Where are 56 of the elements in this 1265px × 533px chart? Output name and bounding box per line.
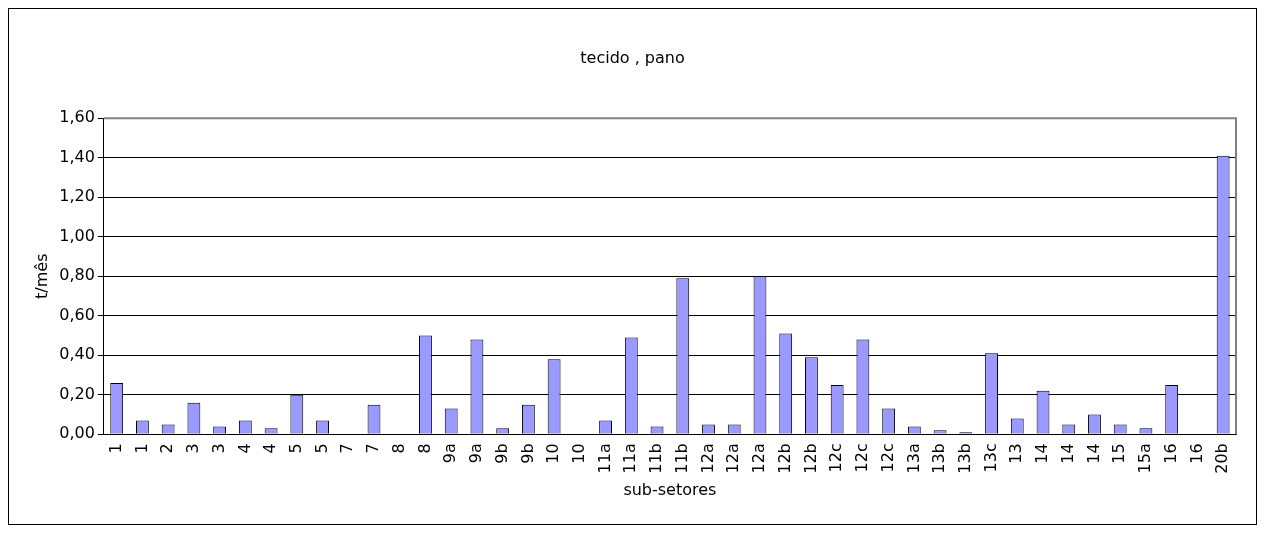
x-tick-label: 5 — [311, 443, 331, 454]
y-tick-label: 1,60 — [59, 107, 95, 127]
x-tick-label: 20b — [1212, 443, 1232, 474]
x-tick-label: 10 — [569, 443, 589, 464]
x-tick-label: 3 — [208, 443, 228, 454]
x-tick-label: 11b — [646, 443, 666, 474]
x-tick-label: 1 — [105, 443, 125, 454]
x-tick-label: 13b — [954, 443, 974, 474]
x-tick-label: 8 — [388, 443, 408, 454]
x-tick-label: 13a — [903, 443, 923, 474]
x-tick-label: 9a — [466, 443, 486, 464]
x-tick-label: 16 — [1160, 443, 1180, 464]
y-tick-label: 0,60 — [59, 304, 95, 324]
x-tick-label: 12c — [877, 443, 897, 473]
x-tick-label: 15 — [1109, 443, 1129, 464]
x-tick-label: 3 — [183, 443, 203, 454]
x-tick-label: 4 — [260, 443, 280, 454]
x-tick-label: 9b — [517, 443, 537, 464]
x-tick-label: 1 — [131, 443, 151, 454]
chart-title: tecido , pano — [580, 47, 685, 67]
x-tick-label: 15a — [1135, 443, 1155, 474]
x-tick-label: 8 — [414, 443, 434, 454]
y-tick-label: 0,20 — [59, 383, 95, 403]
x-tick-label: 5 — [285, 443, 305, 454]
y-tick-label: 1,00 — [59, 225, 95, 245]
x-tick-label: 2 — [157, 443, 177, 454]
x-tick-label: 13b — [929, 443, 949, 474]
x-tick-label: 7 — [363, 443, 383, 454]
y-tick-label: 0,80 — [59, 265, 95, 285]
x-tick-label: 13c — [980, 443, 1000, 473]
x-axis-title: sub-setores — [623, 479, 717, 499]
x-tick-label: 12a — [749, 443, 769, 474]
x-tick-label: 9a — [440, 443, 460, 464]
y-axis-title: t/mês — [31, 253, 51, 299]
x-tick-label: 12c — [826, 443, 846, 473]
x-tick-label: 12b — [800, 443, 820, 474]
x-tick-label: 14 — [1083, 443, 1103, 464]
y-tick-label: 0,40 — [59, 344, 95, 364]
x-tick-label: 12a — [723, 443, 743, 474]
y-tick-label: 1,40 — [59, 146, 95, 166]
y-tick-label: 0,00 — [59, 423, 95, 443]
x-tick-label: 11a — [594, 443, 614, 474]
x-tick-label: 10 — [543, 443, 563, 464]
y-tick-label: 1,20 — [59, 186, 95, 206]
x-tick-label: 12a — [697, 443, 717, 474]
x-tick-label: 12c — [852, 443, 872, 473]
x-tick-label: 12b — [774, 443, 794, 474]
x-tick-label: 14 — [1057, 443, 1077, 464]
x-tick-label: 13 — [1006, 443, 1026, 464]
x-tick-label: 11a — [620, 443, 640, 474]
x-tick-label: 14 — [1032, 443, 1052, 464]
x-tick-label: 16 — [1186, 443, 1206, 464]
x-tick-label: 7 — [337, 443, 357, 454]
x-tick-label: 9b — [491, 443, 511, 464]
x-tick-label: 4 — [234, 443, 254, 454]
x-tick-label: 11b — [671, 443, 691, 474]
